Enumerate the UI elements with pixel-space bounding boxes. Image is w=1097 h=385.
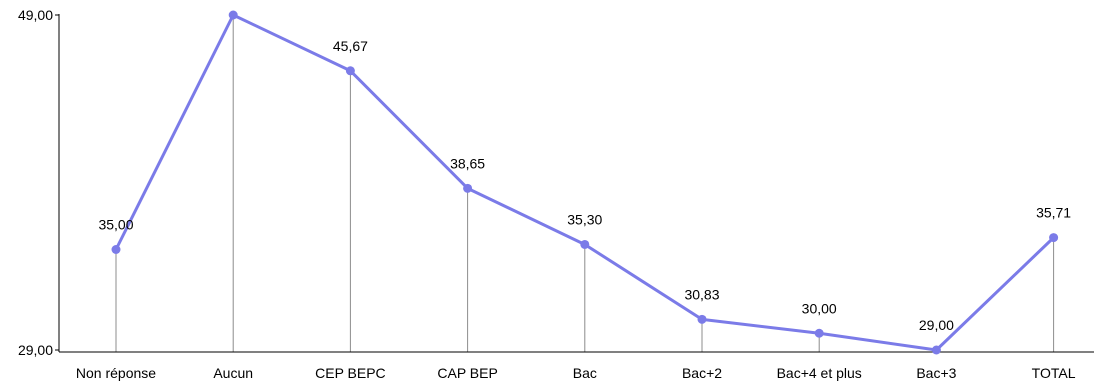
y-tick-label: 29,00: [18, 342, 53, 358]
data-point: [814, 328, 824, 338]
data-label: 35,71: [1036, 205, 1071, 221]
x-tick-labels: Non réponse Aucun CEP BEPC CAP BEP Bac Bac+2 B…: [76, 365, 1076, 381]
axes: [55, 14, 1094, 353]
data-label: 45,67: [333, 38, 368, 54]
data-labels: 35,00 45,67 38,65 35,30 30,83 30,00 29,00 35,71: [98, 38, 1071, 333]
y-tick-label: 49,00: [18, 7, 53, 23]
x-tick-label: Bac: [573, 365, 597, 381]
x-tick-label: Bac+2: [682, 365, 722, 381]
drop-lines: [115, 15, 1055, 352]
x-tick-label: CAP BEP: [437, 365, 497, 381]
data-point: [228, 10, 238, 20]
x-tick-label: Bac+3: [916, 365, 956, 381]
data-point: [580, 239, 590, 249]
data-label: 35,30: [567, 211, 602, 227]
data-label: 35,00: [98, 217, 133, 233]
data-point: [345, 66, 355, 76]
data-point: [463, 183, 473, 193]
data-label: 29,00: [919, 317, 954, 333]
data-point: [1049, 233, 1059, 243]
x-tick-label: Aucun: [213, 365, 253, 381]
data-point: [111, 245, 121, 254]
data-label: 30,83: [684, 286, 719, 302]
x-tick-label: TOTAL: [1032, 365, 1076, 381]
data-point: [697, 314, 707, 324]
data-point: [931, 345, 941, 355]
markers: [111, 10, 1059, 355]
data-label: 38,65: [450, 155, 485, 171]
x-tick-label: CEP BEPC: [315, 365, 386, 381]
data-label: 30,00: [802, 300, 837, 316]
x-tick-label: Bac+4 et plus: [777, 365, 862, 381]
y-tick-labels: 29,00 49,00: [18, 7, 53, 358]
x-tick-label: Non réponse: [76, 365, 156, 381]
